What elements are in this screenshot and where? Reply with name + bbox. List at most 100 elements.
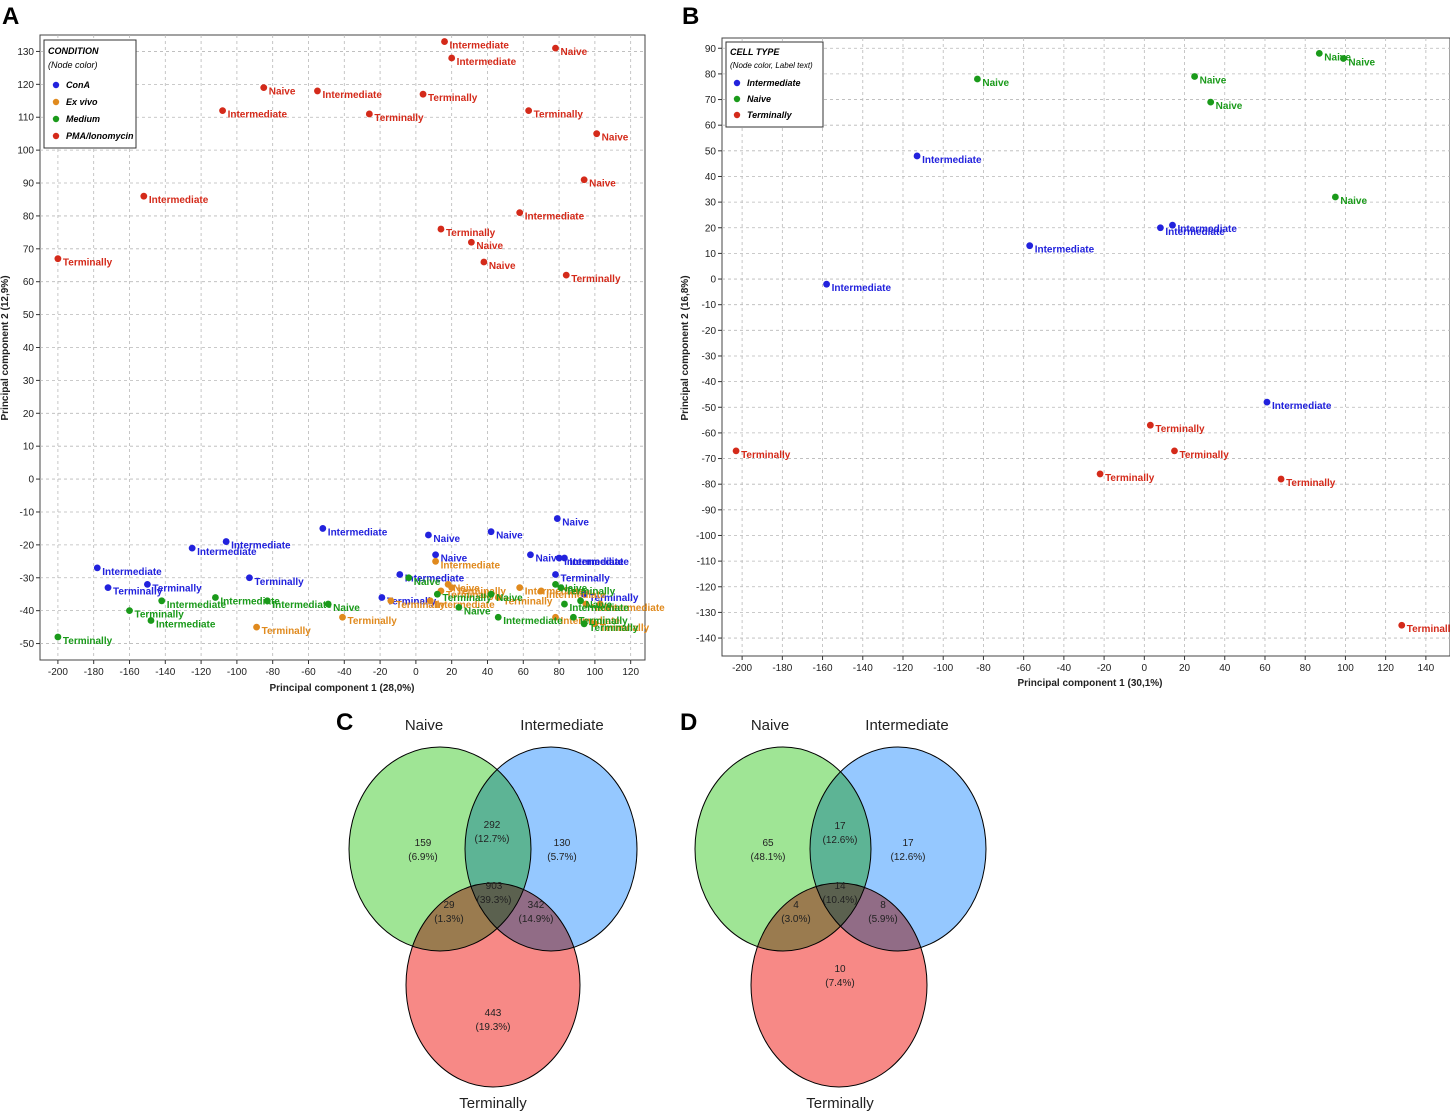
a-y-tick-label: 0 bbox=[28, 475, 34, 486]
a-legend-swatch bbox=[52, 132, 60, 140]
b-y-tick-label: 50 bbox=[705, 146, 717, 157]
a-point-label: Terminally bbox=[152, 583, 202, 594]
a-point-label: Naive bbox=[589, 179, 616, 190]
a-point-label: Intermediate bbox=[220, 597, 280, 608]
venn-d-intermediate-only-count: 17 bbox=[902, 838, 914, 849]
a-y-tick-label: 30 bbox=[23, 376, 35, 387]
a-x-tick-label: 40 bbox=[482, 667, 494, 678]
a-point-label: Naive bbox=[561, 583, 588, 594]
a-point-label: Intermediate bbox=[441, 560, 501, 571]
a-point-label: Naive bbox=[453, 583, 480, 594]
venn-d-naive-label: Naive bbox=[751, 717, 789, 734]
b-y-tick-label: 0 bbox=[710, 275, 716, 286]
a-legend-swatch bbox=[52, 81, 60, 89]
a-point bbox=[426, 597, 434, 605]
b-x-tick-label: 140 bbox=[1418, 663, 1435, 674]
a-point bbox=[432, 551, 439, 559]
a-point bbox=[93, 564, 101, 572]
b-point bbox=[823, 280, 830, 288]
a-y-tick-label: -20 bbox=[20, 540, 35, 551]
panel-c-venn-circles bbox=[348, 746, 638, 1088]
a-point bbox=[494, 594, 502, 601]
a-point-label: Terminally bbox=[254, 577, 304, 588]
a-point bbox=[448, 54, 456, 62]
a-point-label: Terminally bbox=[446, 590, 496, 601]
a-x-tick-label: -140 bbox=[155, 667, 175, 678]
a-x-tick-label: -120 bbox=[191, 667, 211, 678]
b-point bbox=[1315, 49, 1323, 57]
a-y-tick-label: -50 bbox=[20, 639, 35, 650]
b-point-label: Naive bbox=[1200, 75, 1227, 86]
panel-d-letter: D bbox=[680, 709, 697, 736]
panel-a-points: Intermediate Intermediate Naive Naive Interm… bbox=[54, 38, 665, 647]
a-point bbox=[104, 584, 112, 592]
a-point bbox=[562, 271, 570, 279]
b-x-tick-label: -160 bbox=[813, 663, 833, 674]
b-x-tick-label: -200 bbox=[732, 663, 752, 674]
a-point bbox=[580, 620, 588, 628]
a-point-label: Terminally bbox=[428, 93, 478, 104]
b-x-tick-label: 0 bbox=[1142, 663, 1148, 674]
venn-d-all-pct: (10.4%) bbox=[822, 895, 857, 906]
a-y-tick-label: 130 bbox=[17, 47, 34, 58]
b-x-tick-label: 100 bbox=[1337, 663, 1354, 674]
a-point bbox=[425, 531, 432, 539]
a-point bbox=[593, 130, 601, 138]
a-point-label: Intermediate bbox=[457, 57, 517, 68]
venn-d-terminally-only-pct: (7.4%) bbox=[825, 978, 854, 989]
a-point bbox=[405, 574, 413, 582]
a-point-label: Terminally bbox=[262, 626, 312, 637]
a-y-tick-label: 60 bbox=[23, 277, 35, 288]
a-point-label: Naive bbox=[586, 600, 613, 611]
a-y-tick-label: 20 bbox=[23, 409, 35, 420]
a-legend-label: PMA/Ionomycin bbox=[66, 131, 134, 141]
b-y-tick-label: -140 bbox=[696, 634, 716, 645]
a-point bbox=[365, 110, 373, 118]
b-x-tick-label: -20 bbox=[1097, 663, 1112, 674]
a-x-tick-label: -20 bbox=[373, 667, 388, 678]
a-legend-swatch bbox=[52, 98, 60, 106]
panel-b-grid bbox=[722, 38, 1450, 656]
venn-d-intermediate-only-pct: (12.6%) bbox=[890, 852, 925, 863]
a-point bbox=[527, 551, 534, 559]
a-y-tick-label: 90 bbox=[23, 179, 35, 190]
b-point-label: Intermediate bbox=[1272, 401, 1332, 412]
venn-d-naive-only-count: 65 bbox=[762, 838, 774, 849]
panel-b: B -200 -180 -160 -140 -120 -100 -80 -60 -40 -20 0 2… bbox=[680, 3, 1450, 689]
venn-c-naive-intermediate-pct: (12.7%) bbox=[474, 834, 509, 845]
venn-c-terminally-circle bbox=[405, 882, 581, 1088]
a-point-label: Intermediate bbox=[564, 557, 624, 568]
a-legend-label: Medium bbox=[66, 114, 100, 124]
b-y-tick-label: -30 bbox=[702, 351, 717, 362]
a-point bbox=[158, 597, 166, 605]
a-point-label: Terminally bbox=[63, 258, 113, 269]
a-point bbox=[561, 600, 568, 608]
a-x-tick-label: -60 bbox=[301, 667, 316, 678]
a-y-tick-label: 50 bbox=[23, 310, 35, 321]
a-point-label: Naive bbox=[489, 261, 516, 272]
venn-c-terminally-only-count: 443 bbox=[485, 1008, 502, 1019]
venn-c-naive-only-pct: (6.9%) bbox=[408, 852, 437, 863]
a-point-label: Intermediate bbox=[231, 541, 291, 552]
b-point-label: Naive bbox=[1216, 101, 1243, 112]
a-point-label: Naive bbox=[561, 47, 588, 58]
a-point bbox=[387, 597, 395, 605]
b-point bbox=[1263, 398, 1271, 406]
a-point-label: Terminally bbox=[396, 600, 446, 611]
a-point bbox=[552, 580, 559, 588]
b-point bbox=[1146, 421, 1154, 429]
b-legend-swatch bbox=[733, 95, 741, 103]
a-point bbox=[441, 38, 448, 45]
venn-c-intermediate-only-count: 130 bbox=[554, 838, 571, 849]
b-point bbox=[1171, 447, 1178, 455]
b-point-label: Intermediate bbox=[832, 283, 892, 294]
a-point bbox=[437, 225, 445, 233]
a-point-label: Terminally bbox=[589, 623, 639, 634]
a-point-label: Terminally bbox=[134, 610, 184, 621]
panel-d-venn-circles bbox=[694, 746, 987, 1088]
panel-a-legend-box bbox=[43, 39, 137, 149]
a-point bbox=[582, 600, 590, 608]
venn-d-all-count: 14 bbox=[834, 881, 846, 892]
panel-b-points: IntermediateIntermediateIntermediateInte… bbox=[732, 49, 1450, 635]
a-point-label: Naive bbox=[602, 133, 629, 144]
